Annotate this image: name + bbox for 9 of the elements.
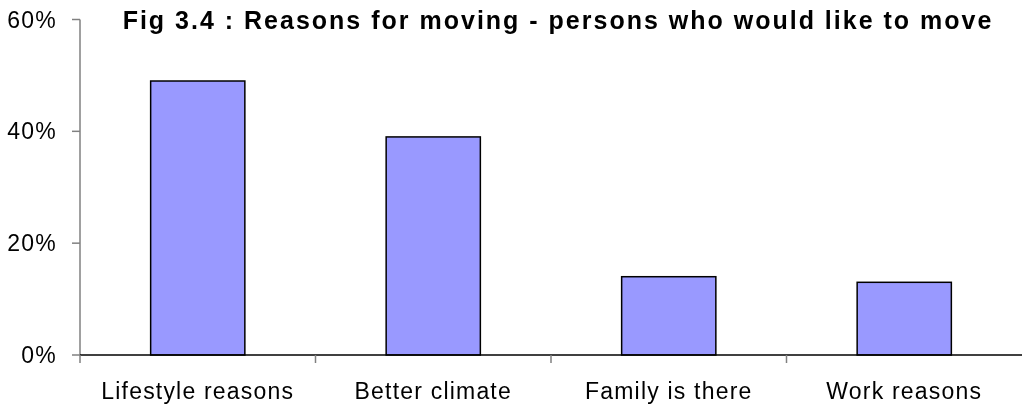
y-tick-label: 0% <box>21 342 57 369</box>
x-tick-label: Work reasons <box>826 378 983 404</box>
x-tick-label: Better climate <box>354 378 512 404</box>
y-tick-label: 60% <box>7 6 57 33</box>
x-tick-label: Family is there <box>584 378 753 404</box>
chart-title: Fig 3.4 : Reasons for moving - persons who would like to move <box>122 6 994 34</box>
x-tick-label: Lifestyle reasons <box>101 378 295 404</box>
y-tick-label: 40% <box>7 118 57 145</box>
y-tick-label: 20% <box>7 230 57 257</box>
